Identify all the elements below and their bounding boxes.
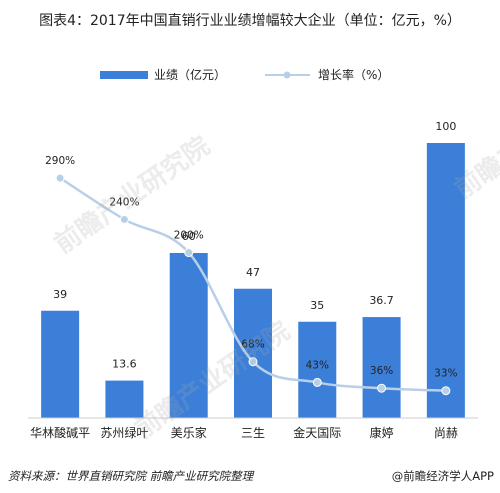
- growth-value-label: 68%: [241, 339, 264, 351]
- growth-point: [184, 248, 194, 258]
- growth-value-label: 36%: [370, 365, 393, 377]
- bar: [169, 253, 208, 418]
- x-tick-label: 华林酸碱平: [30, 425, 90, 440]
- chart-title: 图表4：2017年中国直销行业业绩增幅较大企业（单位：亿元，%）: [39, 13, 461, 29]
- x-tick-label: 尚赫: [434, 426, 458, 440]
- bar: [298, 321, 337, 418]
- bar: [362, 317, 401, 418]
- legend-bar-swatch: [100, 71, 148, 79]
- x-axis-tick-labels: 华林酸碱平 苏州绿叶 美乐家 三生 金天国际 康婷 尚赫: [30, 425, 458, 440]
- legend-line-label: 增长率（%）: [318, 67, 389, 82]
- growth-value-label: 33%: [434, 368, 457, 380]
- bar: [105, 380, 144, 418]
- bar-value-labels: 39 13.6 60 47 35 36.7 100: [53, 120, 456, 371]
- bar: [426, 143, 465, 418]
- source-note: 资料来源：世界直销研究院 前瞻产业研究院整理: [8, 469, 254, 483]
- bar-series: [41, 143, 465, 418]
- bar-value-label: 36.7: [369, 294, 394, 307]
- bar-value-label: 13.6: [112, 358, 137, 371]
- growth-line-series: [55, 173, 451, 396]
- growth-value-label: 43%: [306, 359, 329, 371]
- x-tick-label: 苏州绿叶: [100, 425, 148, 440]
- growth-value-label: 290%: [45, 155, 75, 167]
- x-tick-label: 金天国际: [293, 425, 341, 440]
- x-tick-label: 美乐家: [171, 425, 207, 440]
- growth-value-labels: 290% 240% 200% 68% 43% 36% 33%: [45, 155, 457, 380]
- growth-point: [55, 173, 65, 183]
- growth-value-label: 240%: [109, 196, 139, 208]
- bar-value-label: 47: [246, 266, 260, 279]
- growth-value-label: 200%: [174, 230, 204, 242]
- bar-value-label: 100: [435, 120, 456, 133]
- growth-point: [119, 214, 129, 224]
- growth-point: [377, 383, 387, 393]
- x-tick-label: 三生: [241, 426, 265, 440]
- growth-point: [441, 386, 451, 396]
- growth-point: [248, 357, 258, 367]
- bar-value-label: 60: [182, 230, 196, 243]
- bar: [234, 288, 272, 418]
- legend-bar-label: 业绩（亿元）: [154, 67, 226, 82]
- legend: 业绩（亿元） 增长率（%）: [100, 67, 389, 82]
- bar-value-label: 35: [310, 299, 324, 312]
- growth-point: [312, 377, 322, 387]
- legend-line-marker: [283, 71, 291, 79]
- x-tick-label: 康婷: [370, 425, 394, 440]
- bar: [41, 310, 80, 418]
- bar-value-label: 39: [53, 288, 67, 301]
- brand-credit: @前瞻经济学人APP: [391, 469, 494, 483]
